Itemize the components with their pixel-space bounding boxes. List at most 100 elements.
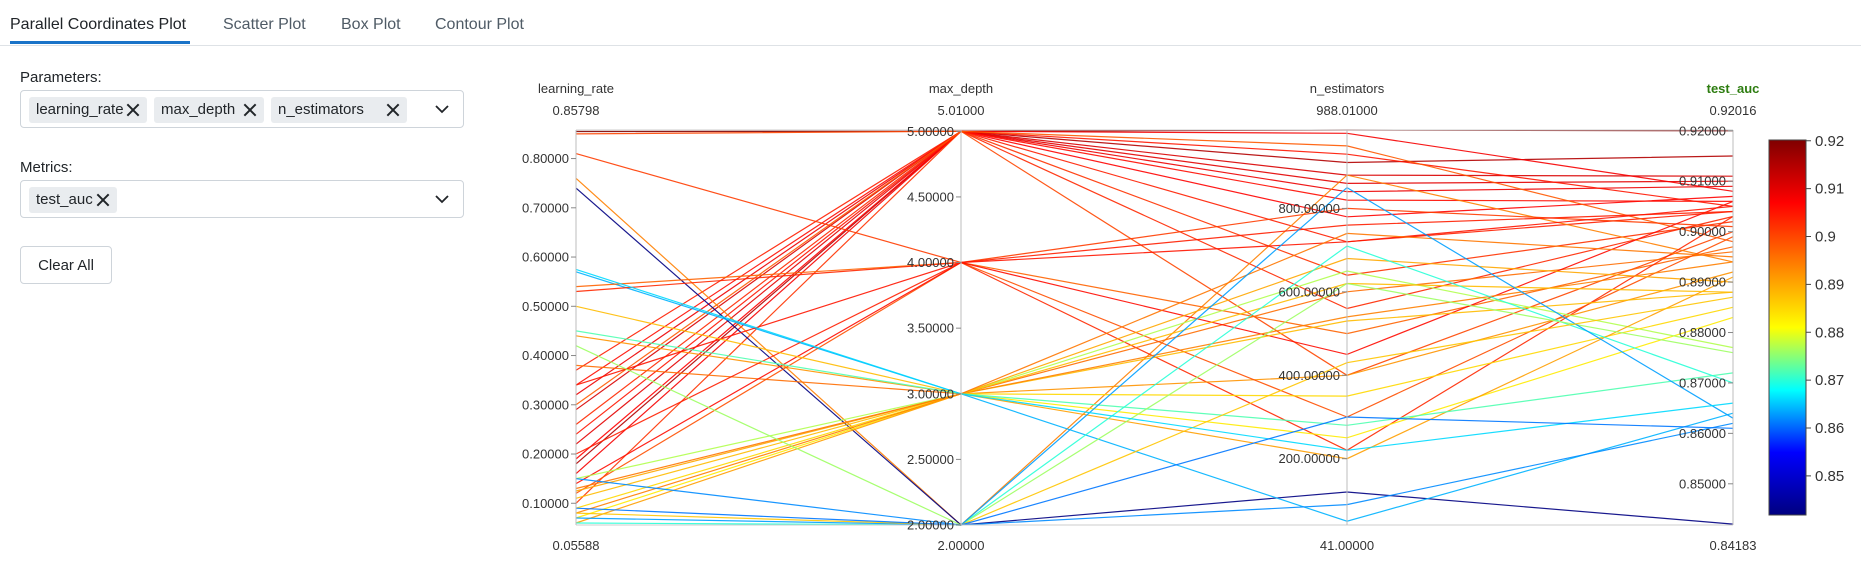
axis-tick-label: 5.00000 — [907, 124, 954, 139]
colorbar-tick-label: 0.92 — [1815, 133, 1844, 150]
axis-tick-label: 0.10000 — [522, 496, 569, 511]
axis-tick-label: 600.00000 — [1279, 284, 1340, 299]
axis-tick-label: 0.89000 — [1679, 275, 1726, 290]
colorbar-tick-label: 0.85 — [1815, 468, 1844, 485]
data-line — [575, 271, 1734, 522]
axis-title: test_auc — [1707, 81, 1760, 96]
axis-max_depth: max_depth 5.01000 2.00000 2.00000 2.50000 3.0… — [907, 81, 993, 553]
axis-min-label: 41.00000 — [1320, 538, 1374, 553]
data-line — [575, 268, 1734, 451]
tab-scatter-plot[interactable]: Scatter Plot — [223, 16, 306, 33]
data-line — [575, 257, 1734, 492]
parameters-select[interactable]: learning_rate max_depth n_estimators — [20, 90, 464, 128]
tab-box-plot[interactable]: Box Plot — [341, 16, 401, 33]
data-line — [575, 271, 1734, 395]
axis-min-label: 2.00000 — [938, 538, 985, 553]
parameter-chip-learning-rate: learning_rate — [29, 97, 147, 123]
colorbar-tick-label: 0.91 — [1815, 181, 1844, 198]
data-line — [575, 330, 1734, 426]
data-line — [575, 246, 1734, 335]
axis-tick-label: 0.90000 — [1679, 224, 1726, 239]
data-line — [575, 130, 1734, 396]
axis-tick-label: 0.88000 — [1679, 325, 1726, 340]
axis-tick-label: 0.91000 — [1679, 174, 1726, 189]
data-line — [575, 174, 1734, 526]
parameter-chip-max-depth: max_depth — [154, 97, 264, 123]
axis-max-label: 0.92016 — [1710, 103, 1757, 118]
axis-tick-label: 2.00000 — [907, 518, 954, 533]
colorbar-tick-label: 0.89 — [1815, 276, 1844, 293]
active-tab-indicator — [10, 41, 190, 44]
clear-all-button[interactable]: Clear All — [20, 246, 112, 284]
chip-label: max_depth — [161, 101, 236, 118]
data-line — [575, 130, 1734, 504]
axis-tick-label: 0.20000 — [522, 447, 569, 462]
axis-tick-label: 0.30000 — [522, 397, 569, 412]
data-line — [575, 316, 1734, 519]
tab-parallel-coordinates[interactable]: Parallel Coordinates Plot — [10, 16, 187, 33]
data-line — [575, 210, 1734, 455]
axis-tick-label: 800.00000 — [1279, 201, 1340, 216]
data-line — [575, 236, 1734, 494]
axis-tick-label: 3.00000 — [907, 386, 954, 401]
data-line — [575, 261, 1734, 514]
data-line — [575, 186, 1734, 526]
data-line — [575, 251, 1734, 395]
axis-n_estimators: n_estimators 988.01000 41.00000 200.00000 40… — [1279, 81, 1385, 553]
data-line — [575, 205, 1734, 386]
data-line — [575, 416, 1734, 526]
axis-tick-label: 0.70000 — [522, 200, 569, 215]
chevron-down-icon[interactable] — [435, 102, 449, 116]
axis-title: max_depth — [929, 81, 993, 96]
axis-tick-label: 3.50000 — [907, 321, 954, 336]
chip-label: test_auc — [36, 191, 93, 208]
data-line — [575, 130, 1734, 475]
data-line — [575, 130, 1734, 425]
data-line — [575, 282, 1734, 526]
data-line — [575, 130, 1734, 465]
tab-contour-plot[interactable]: Contour Plot — [435, 16, 524, 33]
chevron-down-icon[interactable] — [435, 192, 449, 206]
data-line — [575, 245, 1734, 526]
axis-tick-label: 0.50000 — [522, 299, 569, 314]
axis-tick-label: 0.85000 — [1679, 476, 1726, 491]
colorbar-tick-label: 0.88 — [1815, 324, 1844, 341]
axis-title: n_estimators — [1310, 81, 1385, 96]
data-line — [575, 200, 1734, 485]
data-line — [575, 153, 1734, 264]
axis-min-label: 0.84183 — [1710, 538, 1757, 553]
metric-chip-test-auc: test_auc — [29, 187, 117, 213]
parameter-chip-n-estimators: n_estimators — [271, 97, 407, 123]
axis-min-label: 0.05588 — [553, 538, 600, 553]
axis-max-label: 5.01000 — [938, 103, 985, 118]
axis-tick-label: 400.00000 — [1279, 368, 1340, 383]
data-line — [575, 422, 1734, 526]
axis-tick-label: 0.92000 — [1679, 123, 1726, 138]
axis-max-label: 0.85798 — [553, 103, 600, 118]
chip-label: learning_rate — [36, 101, 124, 118]
axis-title: learning_rate — [538, 81, 614, 96]
tab-bar: Parallel Coordinates Plot Scatter Plot B… — [0, 0, 1861, 46]
data-line — [575, 306, 1734, 509]
data-line — [575, 296, 1734, 526]
data-line — [575, 232, 1734, 490]
axis-tick-label: 0.86000 — [1679, 426, 1726, 441]
axis-learning_rate: learning_rate 0.85798 0.05588 0.10000 0.2000… — [522, 81, 614, 553]
data-line — [575, 130, 1734, 411]
colorbar-tick-label: 0.86 — [1815, 420, 1844, 437]
axis-tick-label: 0.87000 — [1679, 375, 1726, 390]
data-line — [575, 130, 1734, 445]
axis-tick-label: 0.60000 — [522, 250, 569, 265]
colorbar-tick-label: 0.9 — [1815, 229, 1836, 246]
colorbar — [1768, 139, 1807, 516]
data-line — [575, 130, 1734, 435]
data-line — [575, 130, 1734, 406]
axis-max-label: 988.01000 — [1316, 103, 1377, 118]
metrics-label: Metrics: — [20, 159, 73, 176]
metrics-select[interactable]: test_auc — [20, 180, 464, 218]
data-line — [575, 270, 1734, 480]
axis-tick-label: 200.00000 — [1279, 451, 1340, 466]
data-line — [575, 130, 1734, 371]
axis-test_auc: test_auc 0.92016 0.84183 0.85000 0.86000 0.87… — [1679, 81, 1759, 553]
